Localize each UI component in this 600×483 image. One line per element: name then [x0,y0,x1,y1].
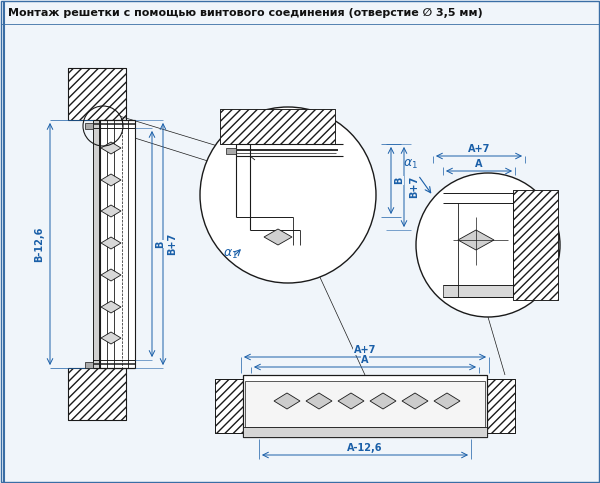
Polygon shape [264,229,292,245]
Text: B: B [155,241,165,248]
Text: A+7: A+7 [354,345,376,355]
Polygon shape [458,230,494,250]
Bar [85,123,93,129]
Polygon shape [101,301,121,313]
Bar [487,379,515,433]
Bar [487,379,515,433]
Polygon shape [402,393,428,409]
Bar [68,68,126,120]
Text: B+7: B+7 [409,176,419,198]
Polygon shape [274,393,300,409]
Polygon shape [101,332,121,344]
Polygon shape [101,237,121,249]
Bar [100,120,135,368]
Bar [243,375,487,437]
Bar [215,379,243,433]
Text: B+7: B+7 [167,233,177,255]
Text: A-12,6: A-12,6 [347,443,383,453]
Bar [93,120,99,368]
Bar [220,109,335,144]
Bar [245,381,485,427]
Circle shape [200,107,376,283]
Polygon shape [306,393,332,409]
Polygon shape [370,393,396,409]
Polygon shape [101,205,121,217]
Bar [443,285,513,297]
Bar [220,109,335,144]
Bar [85,362,93,368]
Bar [68,68,126,120]
Text: B: B [394,177,404,184]
Text: B-12,6: B-12,6 [34,227,44,262]
Polygon shape [101,174,121,186]
Text: $\alpha_1$: $\alpha_1$ [223,248,238,261]
Bar [513,190,558,300]
Bar [68,368,126,420]
Text: A: A [361,355,369,365]
Text: A: A [475,159,483,169]
Bar [513,190,558,300]
Bar [68,368,126,420]
Text: Монтаж решетки с помощью винтового соединения (отверстие ∅ 3,5 мм): Монтаж решетки с помощью винтового соеди… [8,8,483,18]
Bar [215,379,243,433]
Circle shape [416,173,560,317]
Polygon shape [101,269,121,281]
Polygon shape [101,142,121,154]
Bar [243,427,487,437]
Polygon shape [434,393,460,409]
Text: A+7: A+7 [468,144,490,154]
Text: $\alpha_1$: $\alpha_1$ [403,158,418,171]
Polygon shape [338,393,364,409]
Bar [226,148,236,154]
